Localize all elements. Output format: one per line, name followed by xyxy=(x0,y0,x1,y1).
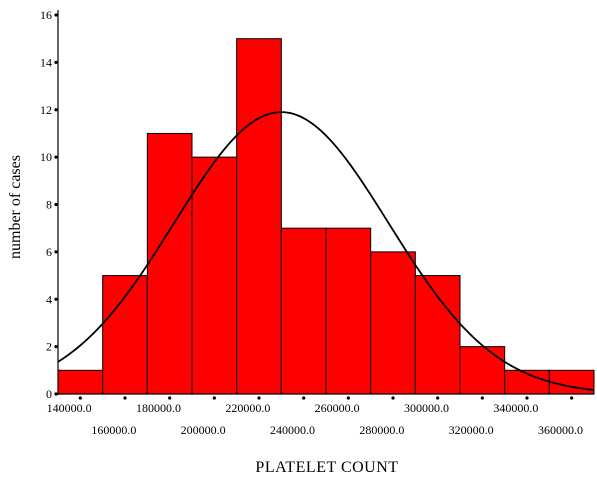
histogram-bar-11 xyxy=(548,369,595,395)
y-tick-label-0: 0 xyxy=(46,387,52,401)
x-tick-mark-1 xyxy=(123,396,127,400)
y-tick-mark-5 xyxy=(54,155,58,159)
histogram-bar-5 xyxy=(280,227,327,395)
x-tick-label-lower-0: 160000.0 xyxy=(91,423,136,437)
x-tick-mark-10 xyxy=(525,396,529,400)
x-tick-label-lower-4: 320000.0 xyxy=(449,423,494,437)
y-axis: 0 2 4 6 8 10 12 14 16 xyxy=(40,8,59,401)
y-tick-mark-4 xyxy=(54,202,58,207)
y-tick-label-6: 12 xyxy=(40,103,52,117)
x-axis-title: PLATELET COUNT xyxy=(255,459,398,476)
y-tick-label-3: 6 xyxy=(46,245,52,259)
x-tick-mark-5 xyxy=(302,396,306,400)
histogram-bars xyxy=(57,38,595,395)
histogram-bar-9 xyxy=(459,346,506,395)
y-tick-label-5: 10 xyxy=(40,150,52,164)
x-tick-mark-0 xyxy=(78,396,82,400)
x-tick-label-lower-3: 280000.0 xyxy=(359,423,404,437)
x-tick-label-lower-5: 360000.0 xyxy=(538,423,583,437)
x-axis: 140000.0 180000.0 220000.0 260000.0 300000.0… xyxy=(47,393,594,437)
histogram-bar-7 xyxy=(370,251,416,395)
histogram-bar-2 xyxy=(146,132,193,395)
y-tick-label-7: 14 xyxy=(40,55,52,69)
y-tick-label-4: 8 xyxy=(46,198,52,212)
y-tick-mark-8 xyxy=(54,13,58,17)
x-tick-label-upper-0: 140000.0 xyxy=(47,401,92,415)
x-tick-label-lower-1: 200000.0 xyxy=(181,423,226,437)
histogram-bar-0 xyxy=(57,369,104,395)
y-tick-label-2: 4 xyxy=(46,292,52,306)
y-tick-mark-0 xyxy=(54,392,58,396)
x-tick-mark-8 xyxy=(436,396,440,400)
y-tick-mark-2 xyxy=(54,297,58,301)
histogram-bar-6 xyxy=(325,227,372,395)
histogram-bar-1 xyxy=(102,275,148,395)
y-tick-mark-7 xyxy=(54,60,58,64)
x-tick-mark-3 xyxy=(212,396,216,400)
y-tick-mark-3 xyxy=(54,250,58,254)
histogram-bar-4 xyxy=(236,38,282,395)
x-tick-mark-2 xyxy=(168,396,172,400)
y-tick-mark-1 xyxy=(54,345,58,349)
histogram-bar-8 xyxy=(414,275,461,395)
normal-distribution-curve xyxy=(57,111,595,391)
x-tick-label-upper-4: 300000.0 xyxy=(404,401,449,415)
x-tick-label-upper-1: 180000.0 xyxy=(136,401,181,415)
y-tick-label-1: 2 xyxy=(46,340,52,354)
x-tick-mark-6 xyxy=(346,396,350,400)
histogram-bar-3 xyxy=(191,156,238,395)
y-tick-label-8: 16 xyxy=(40,8,52,22)
x-tick-mark-7 xyxy=(391,396,395,400)
y-axis-title: number of cases xyxy=(7,155,24,259)
normal-curve-layer xyxy=(57,111,595,391)
x-tick-label-upper-3: 260000.0 xyxy=(315,401,360,415)
x-tick-mark-4 xyxy=(257,396,261,400)
x-tick-label-upper-5: 340000.0 xyxy=(493,401,538,415)
x-tick-label-upper-2: 220000.0 xyxy=(225,401,270,415)
y-tick-mark-6 xyxy=(54,108,58,112)
x-tick-mark-9 xyxy=(480,396,484,400)
x-tick-label-lower-2: 240000.0 xyxy=(270,423,315,437)
x-tick-mark-11 xyxy=(570,396,574,400)
